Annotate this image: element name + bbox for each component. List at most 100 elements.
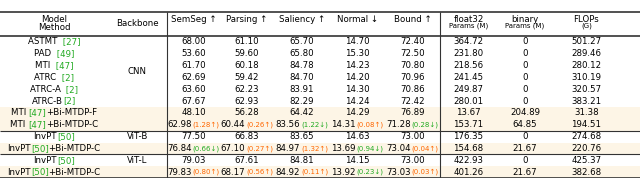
Text: 31.38: 31.38 xyxy=(574,108,599,117)
Text: [2]: [2] xyxy=(63,85,78,94)
Text: (0.11↑): (0.11↑) xyxy=(301,169,328,175)
Text: 274.68: 274.68 xyxy=(572,132,602,141)
Text: MTI: MTI xyxy=(35,61,52,70)
Text: [50]: [50] xyxy=(57,156,75,165)
Text: 70.96: 70.96 xyxy=(400,73,425,82)
Text: 21.67: 21.67 xyxy=(513,167,538,177)
Text: Parsing ↑: Parsing ↑ xyxy=(227,15,268,24)
Text: [50]: [50] xyxy=(31,144,49,153)
Text: 21.67: 21.67 xyxy=(513,144,538,153)
Text: 84.70: 84.70 xyxy=(290,73,314,82)
Text: 14.24: 14.24 xyxy=(345,97,370,106)
Text: (0.04↑): (0.04↑) xyxy=(412,145,439,152)
Text: (0.28↓): (0.28↓) xyxy=(412,121,439,128)
Text: 77.50: 77.50 xyxy=(181,132,206,141)
Text: 204.89: 204.89 xyxy=(510,108,540,117)
Text: PAD: PAD xyxy=(34,49,54,58)
Text: 76.89: 76.89 xyxy=(400,108,425,117)
Text: 0: 0 xyxy=(522,97,528,106)
Text: 15.30: 15.30 xyxy=(345,49,370,58)
Text: 14.15: 14.15 xyxy=(345,156,370,165)
Text: 61.70: 61.70 xyxy=(181,61,206,70)
Text: [47]: [47] xyxy=(29,108,46,117)
Text: binary: binary xyxy=(511,14,539,23)
Text: 14.29: 14.29 xyxy=(345,108,370,117)
Text: 72.42: 72.42 xyxy=(400,97,425,106)
Text: 65.70: 65.70 xyxy=(290,37,314,46)
Text: +Bi-MTDP-C: +Bi-MTDP-C xyxy=(49,144,100,153)
Text: 83.91: 83.91 xyxy=(290,85,314,94)
Text: 401.26: 401.26 xyxy=(453,167,484,177)
Text: 320.57: 320.57 xyxy=(572,85,602,94)
Text: [47]: [47] xyxy=(28,120,46,129)
Text: 310.19: 310.19 xyxy=(572,73,602,82)
Bar xyxy=(0,107,640,119)
Text: FLOPs: FLOPs xyxy=(573,14,600,23)
Text: 194.51: 194.51 xyxy=(572,120,602,129)
Text: 72.50: 72.50 xyxy=(400,49,425,58)
Text: 65.80: 65.80 xyxy=(290,49,314,58)
Text: 84.92: 84.92 xyxy=(276,167,300,177)
Text: 0: 0 xyxy=(522,156,528,165)
Text: Saliency ↑: Saliency ↑ xyxy=(279,15,325,24)
Text: Backbone: Backbone xyxy=(116,20,159,28)
Text: 79.03: 79.03 xyxy=(181,156,205,165)
Text: MTI: MTI xyxy=(11,108,29,117)
Text: 425.37: 425.37 xyxy=(572,156,602,165)
Text: 56.28: 56.28 xyxy=(235,108,259,117)
Text: 231.80: 231.80 xyxy=(453,49,484,58)
Text: [2]: [2] xyxy=(59,73,74,82)
Text: 70.80: 70.80 xyxy=(400,61,425,70)
Text: +Bi-MTDP-C: +Bi-MTDP-C xyxy=(49,167,100,177)
Text: 53.60: 53.60 xyxy=(181,49,206,58)
Text: 73.03: 73.03 xyxy=(386,167,411,177)
Text: 14.70: 14.70 xyxy=(345,37,370,46)
Text: SemSeg ↑: SemSeg ↑ xyxy=(171,15,216,24)
Text: 82.29: 82.29 xyxy=(290,97,314,106)
Text: 14.20: 14.20 xyxy=(345,73,370,82)
Text: 280.01: 280.01 xyxy=(453,97,484,106)
Text: (1.22↓): (1.22↓) xyxy=(301,121,328,128)
Text: 249.87: 249.87 xyxy=(454,85,483,94)
Text: 67.10: 67.10 xyxy=(221,144,245,153)
Text: ASTMT: ASTMT xyxy=(28,37,60,46)
Text: (1.32↑): (1.32↑) xyxy=(301,145,328,152)
Text: 154.68: 154.68 xyxy=(453,144,484,153)
Text: 0: 0 xyxy=(522,73,528,82)
Text: 280.12: 280.12 xyxy=(572,61,602,70)
Text: ViT-L: ViT-L xyxy=(127,156,148,165)
Text: (0.56↑): (0.56↑) xyxy=(246,169,273,175)
Text: 153.71: 153.71 xyxy=(453,120,484,129)
Text: 68.17: 68.17 xyxy=(221,167,245,177)
Text: +Bi-MTDP-F: +Bi-MTDP-F xyxy=(46,108,97,117)
Text: 83.56: 83.56 xyxy=(276,120,300,129)
Text: 13.67: 13.67 xyxy=(456,108,481,117)
Text: 0: 0 xyxy=(522,132,528,141)
Text: (0.27↑): (0.27↑) xyxy=(246,145,273,152)
Text: 14.63: 14.63 xyxy=(345,132,370,141)
Text: (0.08↑): (0.08↑) xyxy=(356,121,384,128)
Text: ViT-B: ViT-B xyxy=(127,132,148,141)
Text: 59.42: 59.42 xyxy=(235,73,259,82)
Text: (0.94↓): (0.94↓) xyxy=(356,145,384,152)
Bar xyxy=(0,119,640,131)
Text: 64.42: 64.42 xyxy=(290,108,314,117)
Text: 220.76: 220.76 xyxy=(572,144,602,153)
Text: 67.61: 67.61 xyxy=(235,156,259,165)
Text: InvPT: InvPT xyxy=(33,132,57,141)
Text: 71.28: 71.28 xyxy=(386,120,411,129)
Text: 176.35: 176.35 xyxy=(453,132,484,141)
Text: 63.60: 63.60 xyxy=(181,85,206,94)
Text: 422.93: 422.93 xyxy=(454,156,483,165)
Text: 13.69: 13.69 xyxy=(332,144,356,153)
Text: 218.56: 218.56 xyxy=(453,61,484,70)
Text: Normal ↓: Normal ↓ xyxy=(337,15,378,24)
Text: 66.83: 66.83 xyxy=(235,132,259,141)
Text: 13.92: 13.92 xyxy=(332,167,356,177)
Text: +Bi-MTDP-C: +Bi-MTDP-C xyxy=(46,120,98,129)
Text: [2]: [2] xyxy=(63,97,76,106)
Text: 289.46: 289.46 xyxy=(572,49,602,58)
Text: InvPT: InvPT xyxy=(7,144,31,153)
Text: Params (M): Params (M) xyxy=(449,23,488,29)
Text: 62.23: 62.23 xyxy=(235,85,259,94)
